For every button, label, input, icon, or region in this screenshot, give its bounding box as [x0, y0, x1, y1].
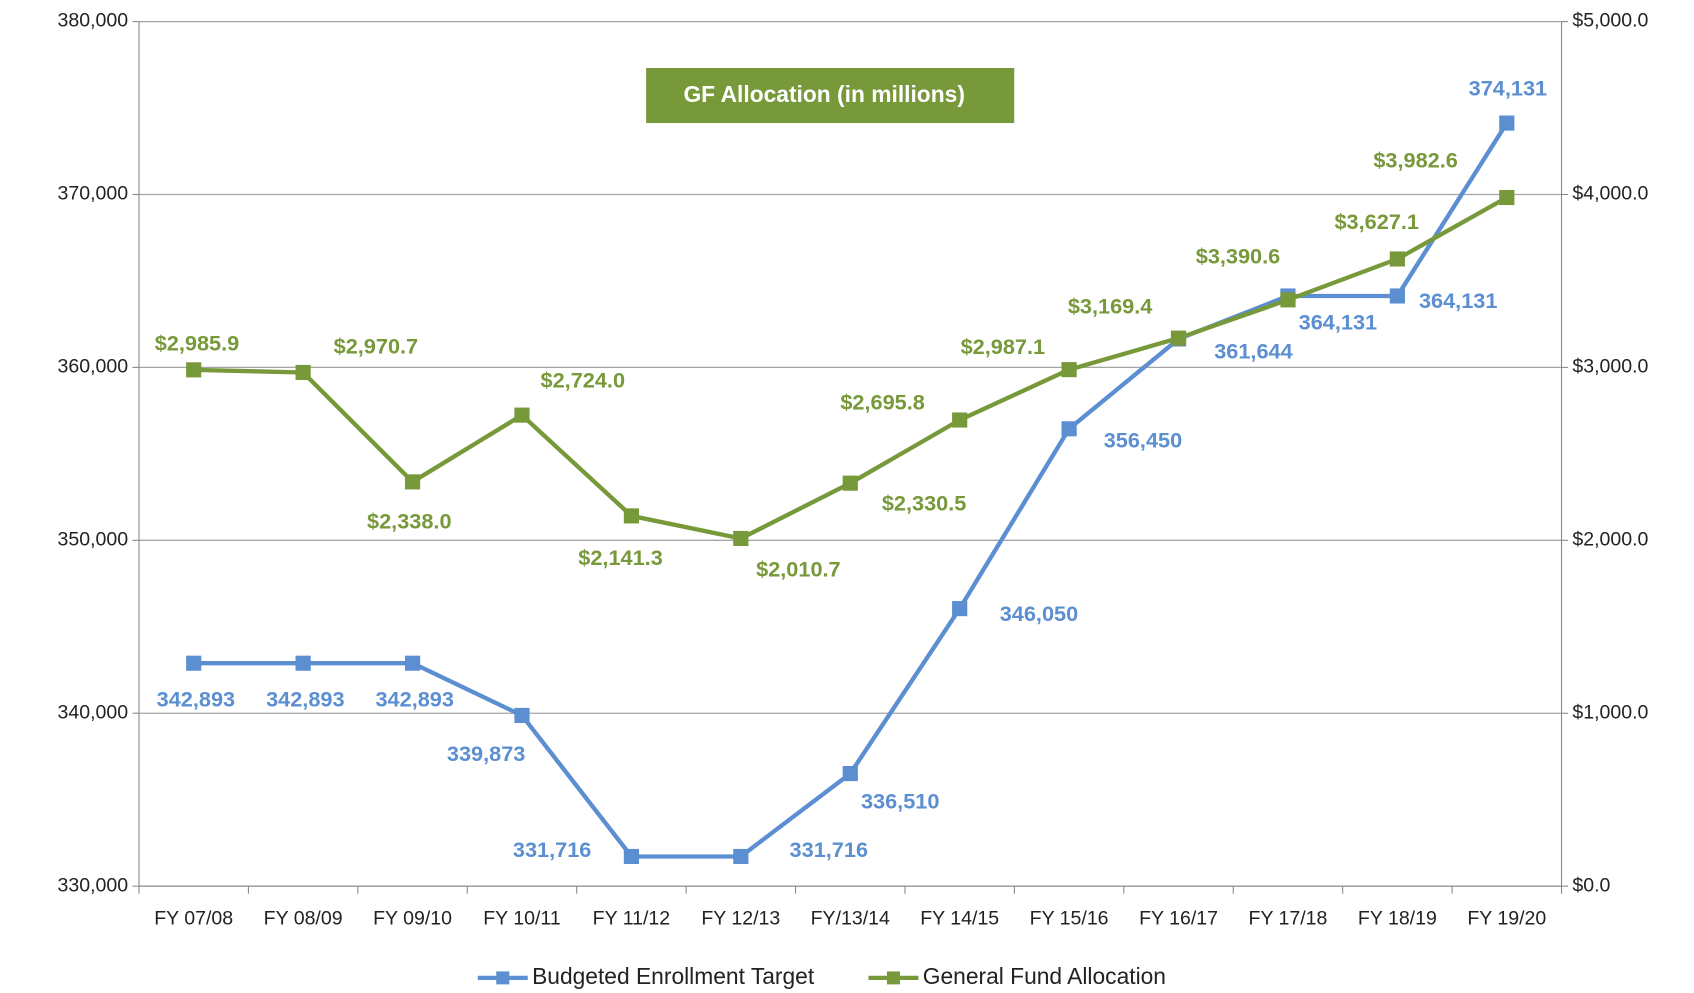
y-tick-label: 340,000	[58, 701, 129, 723]
value-label: 342,893	[157, 687, 235, 712]
value-label: $3,390.6	[1196, 244, 1281, 269]
value-label: $2,695.8	[840, 390, 925, 415]
y-tick-label: 370,000	[58, 183, 129, 205]
y2-tick-label: $3,000.0	[1572, 356, 1648, 378]
marker	[952, 412, 968, 428]
marker	[1061, 362, 1077, 378]
x-tick-label: FY 10/11	[483, 908, 560, 930]
value-label: 339,873	[447, 741, 525, 766]
value-label: $3,627.1	[1334, 209, 1419, 234]
x-tick-label: FY 16/17	[1139, 908, 1218, 930]
y-tick-label: 380,000	[58, 10, 129, 32]
marker	[842, 475, 858, 491]
marker	[514, 707, 530, 723]
x-tick-label: FY 18/19	[1358, 908, 1437, 930]
value-label: 356,450	[1104, 428, 1182, 453]
value-label: 364,131	[1419, 288, 1497, 313]
y2-tick-label: $2,000.0	[1572, 528, 1648, 550]
value-label: $2,724.0	[541, 367, 626, 392]
x-tick-label: FY 09/10	[373, 908, 452, 930]
marker	[1280, 292, 1296, 308]
marker	[733, 848, 749, 865]
value-label: $2,987.1	[961, 334, 1046, 359]
value-label: 336,510	[861, 788, 939, 813]
value-label: 342,893	[375, 687, 453, 712]
x-tick-label: FY 14/15	[920, 908, 999, 930]
value-label: 361,644	[1214, 339, 1292, 364]
x-tick-label: FY 12/13	[701, 908, 780, 930]
marker	[404, 655, 421, 671]
value-label: 364,131	[1299, 310, 1377, 335]
marker	[1061, 421, 1077, 437]
value-label: $3,169.4	[1068, 294, 1153, 319]
marker	[623, 848, 640, 865]
marker	[1170, 330, 1187, 346]
marker	[952, 601, 968, 617]
marker	[186, 655, 202, 671]
value-label: 346,050	[1000, 601, 1078, 626]
annotation-box	[646, 67, 1015, 124]
value-label: 331,716	[513, 837, 591, 862]
marker	[1499, 189, 1515, 206]
value-label: $2,338.0	[367, 509, 452, 534]
x-tick-label: FY 11/12	[593, 908, 670, 930]
x-tick-label: FY/13/14	[811, 908, 890, 930]
legend-label: Budgeted Enrollment Target	[532, 963, 815, 989]
x-tick-label: FY 17/18	[1249, 908, 1328, 930]
value-label: $2,141.3	[578, 545, 663, 570]
x-tick-label: FY 15/16	[1030, 908, 1109, 930]
value-label: $2,010.7	[756, 557, 841, 582]
x-tick-label: FY 07/08	[154, 908, 233, 930]
x-tick-label: FY 08/09	[264, 908, 343, 930]
value-label: $3,982.6	[1373, 148, 1458, 173]
y-tick-label: 330,000	[58, 874, 129, 896]
marker	[295, 364, 311, 381]
legend-marker	[496, 971, 510, 985]
annotation: GF Allocation (in millions)	[683, 81, 964, 107]
marker	[186, 362, 202, 378]
y2-tick-label: $4,000.0	[1572, 183, 1648, 205]
y-tick-label: 350,000	[58, 528, 129, 550]
value-label: $2,985.9	[155, 331, 240, 356]
y2-tick-label: $1,000.0	[1572, 701, 1648, 723]
y2-tick-label: $5,000.0	[1572, 10, 1648, 32]
marker	[842, 766, 858, 782]
value-label: 374,131	[1469, 75, 1547, 100]
marker	[623, 508, 640, 524]
value-label: 342,893	[266, 687, 344, 712]
value-label: $2,970.7	[334, 333, 419, 358]
marker	[1389, 251, 1405, 267]
value-label: 331,716	[790, 837, 868, 862]
marker	[1389, 288, 1405, 304]
legend-label: General Fund Allocation	[923, 963, 1166, 989]
marker	[1499, 115, 1515, 131]
y2-tick-label: $0.0	[1572, 874, 1610, 896]
legend-marker	[886, 971, 900, 985]
marker	[733, 530, 749, 547]
y-tick-label: 360,000	[58, 356, 129, 378]
x-tick-label: FY 19/20	[1467, 908, 1546, 930]
marker	[404, 474, 421, 490]
value-label: $2,330.5	[882, 491, 967, 516]
marker	[295, 655, 311, 671]
marker	[514, 407, 530, 423]
